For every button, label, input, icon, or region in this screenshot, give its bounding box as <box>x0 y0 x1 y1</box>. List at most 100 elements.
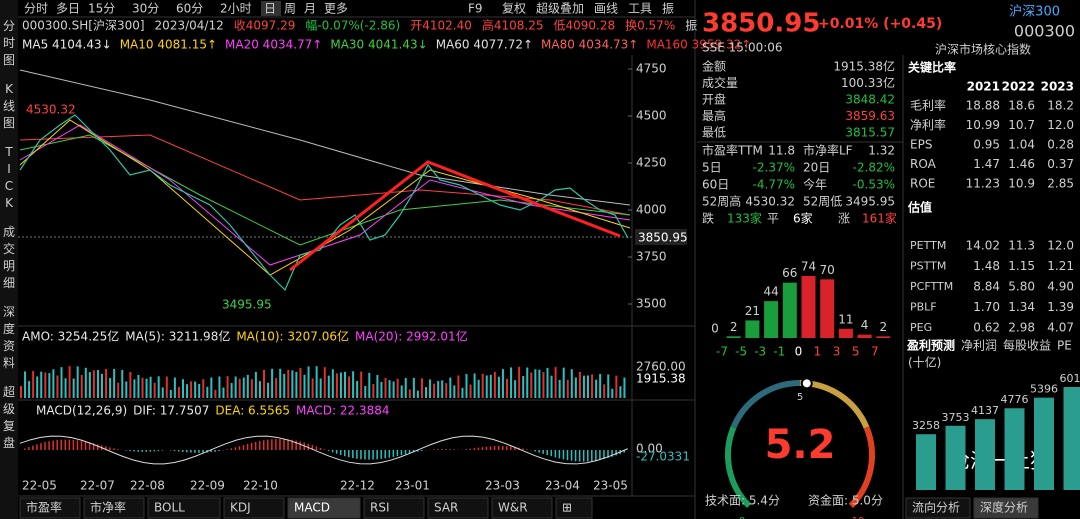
volume-bar-decor <box>145 378 148 398</box>
volume-bar-decor <box>44 372 47 398</box>
volume-bar-decor <box>388 380 391 398</box>
section-title: 关键比率 <box>908 60 956 75</box>
bottom-tab[interactable]: W&R <box>498 501 528 515</box>
volume-bar-decor <box>24 371 27 398</box>
sidebar <box>0 0 18 519</box>
period-tab[interactable]: 分时 <box>24 2 48 16</box>
quote-key: 成交量 <box>702 75 738 90</box>
period-tab[interactable]: 30分 <box>132 2 159 16</box>
volume-bar-decor <box>165 376 168 398</box>
volume-bar-decor <box>384 377 387 398</box>
sidebar-tab[interactable]: 分时图 <box>3 19 15 67</box>
period-tab[interactable]: 更多 <box>324 2 348 16</box>
tool-button[interactable]: F9 <box>468 2 483 16</box>
macd-bar-decor <box>109 447 111 450</box>
macd-bar-decor <box>271 439 273 450</box>
price-tick-label: 3750 <box>636 250 667 264</box>
tool-button[interactable]: 画线 <box>594 2 618 16</box>
volume-bar-decor <box>109 378 112 398</box>
stat-value: 4530.32 <box>745 195 795 209</box>
volume-bar-decor <box>133 379 136 398</box>
right-tab[interactable]: 流向分析 <box>912 500 960 515</box>
bottom-tab[interactable]: 市净率 <box>90 500 126 515</box>
exchange-time: SSE 15:00:06 <box>702 41 783 55</box>
volume-decor <box>20 366 626 398</box>
period-tab[interactable]: 多日 <box>56 2 80 16</box>
volume-bar-decor <box>441 380 444 398</box>
volume-bar-decor <box>88 372 91 398</box>
forecast-value: 3258 <box>912 419 940 432</box>
macd-bar-decor <box>607 450 609 458</box>
volume-bar-decor <box>218 376 221 398</box>
period-tab[interactable]: 周 <box>284 2 296 16</box>
macd-label: DIF: 17.7507 <box>133 404 209 418</box>
macd-bar-decor <box>80 440 83 450</box>
dif-decor <box>19 435 628 465</box>
macd-bar-decor <box>291 439 293 450</box>
volume-bar-decor <box>339 372 342 398</box>
distribution-bar <box>876 336 891 338</box>
period-tab[interactable]: 60分 <box>176 2 203 16</box>
tool-button[interactable]: 工具 <box>628 2 652 16</box>
sidebar-tab[interactable]: K 线图 <box>3 82 15 130</box>
bottom-tab[interactable]: SAR <box>434 501 458 515</box>
macd-bar-decor <box>177 450 180 452</box>
stat-value: -2.37% <box>753 161 795 175</box>
forecast-bar <box>975 419 995 490</box>
macd-bar-decor <box>360 450 362 460</box>
sidebar-tab[interactable]: 成交明细 <box>3 225 15 290</box>
period-tab[interactable]: 日 <box>264 2 276 16</box>
quote-key: 最高 <box>702 108 726 123</box>
macd-bar-decor <box>433 449 435 450</box>
macd-bar-decor <box>497 446 500 450</box>
bottom-tab[interactable]: RSI <box>370 501 390 515</box>
tool-button[interactable]: 复权 <box>502 2 526 16</box>
tool-button[interactable]: 振 <box>662 2 674 16</box>
volume-bar-decor <box>80 375 83 398</box>
quote-field: 幅-0.07%(-2.86) <box>305 18 400 33</box>
volume-bar-decor <box>408 389 411 398</box>
distribution-bar <box>764 301 779 338</box>
watermark: 沧海一土狗 <box>950 449 1050 473</box>
bottom-tab[interactable]: KDJ <box>230 501 251 515</box>
tool-button[interactable]: 超级叠加 <box>536 1 584 16</box>
period-tab[interactable]: 2小时 <box>220 2 252 16</box>
macd-bar-decor <box>481 447 484 450</box>
distribution-label: 0 <box>795 345 803 359</box>
volume-bar-decor <box>315 366 318 398</box>
price-tick-label: 4500 <box>636 109 667 123</box>
period-tab[interactable]: 15分 <box>88 2 115 16</box>
macd-bar-decor <box>56 439 58 450</box>
bottom-tab[interactable]: ⊞ <box>562 501 572 515</box>
volume-bar-decor <box>177 387 180 398</box>
forecast-value: 4137 <box>971 404 999 417</box>
volume-bar-decor <box>453 385 456 398</box>
bottom-tab[interactable]: MACD <box>294 501 330 515</box>
volume-bar-decor <box>250 379 253 398</box>
sidebar-tab[interactable]: 超级复盘 <box>3 384 15 450</box>
quote-field: 000300.SH[沪深300] <box>22 19 145 33</box>
right-tab[interactable]: 深度分析 <box>980 500 1028 515</box>
volume-bar-decor <box>542 372 545 398</box>
period-tab[interactable]: 月 <box>304 2 316 16</box>
ma-label: MA30 4041.43↓ <box>330 38 427 52</box>
bottom-tab[interactable]: 市盈率 <box>26 500 62 515</box>
macd-bar-decor <box>582 450 585 462</box>
bottom-tab-bg <box>147 497 221 519</box>
forecast-tab[interactable]: 盈利预测 <box>906 338 955 353</box>
valuation-value: 11.3 <box>1008 239 1035 253</box>
price-tick-label: 3500 <box>636 297 667 311</box>
macd-bar-decor <box>566 450 569 461</box>
sidebar-tab[interactable]: 深度资料 <box>3 305 15 370</box>
forecast-tab[interactable]: 净利润 <box>961 339 997 353</box>
bottom-tab-bg <box>223 497 285 519</box>
macd-bar-decor <box>534 450 536 452</box>
macd-bar-decor <box>157 450 160 451</box>
volume-bar-decor <box>352 371 355 398</box>
volume-bar-decor <box>392 381 395 398</box>
forecast-tab[interactable]: PE <box>1057 339 1072 353</box>
volume-bar-decor <box>287 369 290 398</box>
forecast-tab[interactable]: 每股收益 <box>1003 338 1051 353</box>
bottom-tab[interactable]: BOLL <box>154 501 185 515</box>
